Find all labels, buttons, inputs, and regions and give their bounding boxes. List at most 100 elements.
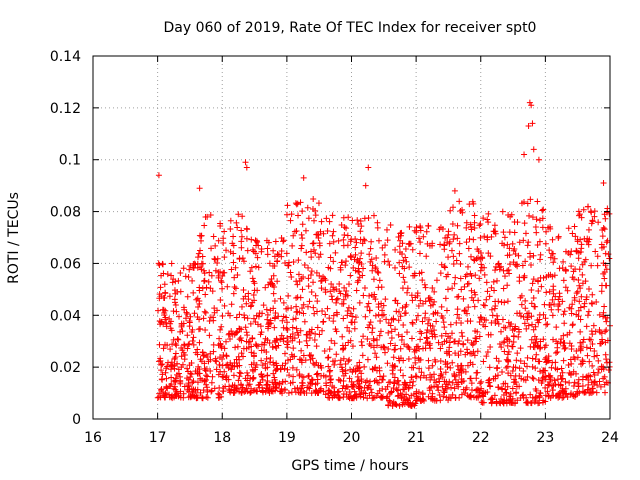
data-point [569, 274, 576, 281]
data-point [312, 250, 319, 257]
data-point [221, 345, 228, 352]
data-point [603, 318, 610, 325]
data-point [524, 200, 531, 207]
data-point [367, 258, 374, 265]
data-point [395, 381, 402, 388]
data-point [477, 380, 484, 387]
data-point [475, 297, 482, 304]
data-point [219, 312, 226, 319]
data-point [443, 385, 450, 392]
data-point [521, 151, 528, 158]
data-point [357, 218, 364, 225]
data-point [285, 338, 292, 345]
data-point [556, 265, 563, 272]
data-point [237, 334, 244, 341]
data-point [535, 287, 542, 294]
data-point [230, 290, 237, 297]
data-point [264, 311, 271, 318]
data-point [355, 221, 362, 228]
data-point [456, 338, 463, 345]
data-point [507, 261, 514, 268]
data-point [596, 340, 603, 347]
data-point [562, 344, 569, 351]
data-point [357, 393, 364, 400]
data-point [464, 362, 471, 369]
data-point [590, 369, 597, 376]
data-point [230, 233, 237, 240]
data-point [212, 267, 219, 274]
data-point [500, 285, 507, 292]
data-point [300, 310, 307, 317]
data-point [516, 365, 523, 372]
data-point [199, 395, 206, 402]
data-point [564, 331, 571, 338]
data-point [163, 365, 170, 372]
data-point [225, 376, 232, 383]
data-point [560, 340, 567, 347]
data-point [484, 288, 491, 295]
data-point [161, 281, 168, 288]
data-point [397, 313, 404, 320]
data-point [306, 385, 313, 392]
data-point [602, 215, 609, 222]
data-point [455, 293, 462, 300]
data-point [340, 394, 347, 401]
data-point [336, 281, 343, 288]
data-point [527, 253, 534, 260]
data-point [426, 387, 433, 394]
data-point [318, 285, 325, 292]
data-point [320, 230, 327, 237]
data-point [571, 297, 578, 304]
data-point [451, 385, 458, 392]
data-point [554, 340, 561, 347]
data-point [284, 334, 291, 341]
data-point [409, 297, 416, 304]
data-point [464, 318, 471, 325]
data-point [244, 247, 251, 254]
data-point [177, 269, 184, 276]
data-point [349, 343, 356, 350]
data-point [255, 264, 262, 271]
data-point [325, 354, 332, 361]
data-point [366, 321, 373, 328]
data-point [450, 260, 457, 267]
data-point [425, 222, 432, 229]
data-point [157, 284, 164, 291]
data-point [463, 219, 470, 226]
data-point [505, 211, 512, 218]
data-point [248, 264, 255, 271]
data-point [289, 337, 296, 344]
data-point [162, 369, 169, 376]
data-point [481, 316, 488, 323]
data-point [242, 159, 249, 166]
data-point [224, 361, 231, 368]
data-point [535, 376, 542, 383]
data-point [218, 323, 225, 330]
data-point [559, 369, 566, 376]
data-point [277, 295, 284, 302]
data-point [395, 317, 402, 324]
data-point [555, 303, 562, 310]
data-point [525, 239, 532, 246]
data-point [474, 348, 481, 355]
data-point [218, 277, 225, 284]
data-point [433, 277, 440, 284]
data-point [290, 345, 297, 352]
data-point [367, 319, 374, 326]
data-point [459, 206, 466, 213]
data-point [498, 328, 504, 335]
data-point [268, 276, 275, 283]
data-point [523, 399, 530, 406]
data-point [538, 380, 545, 387]
data-point [258, 357, 265, 364]
data-point [535, 156, 542, 163]
data-point [419, 300, 426, 307]
data-point [461, 308, 468, 315]
data-point [371, 394, 378, 401]
data-point [400, 322, 407, 329]
y-tick-label: 0 [72, 412, 81, 428]
data-point [335, 394, 342, 401]
data-point [172, 377, 179, 384]
data-point [588, 220, 595, 227]
data-point [254, 388, 261, 395]
